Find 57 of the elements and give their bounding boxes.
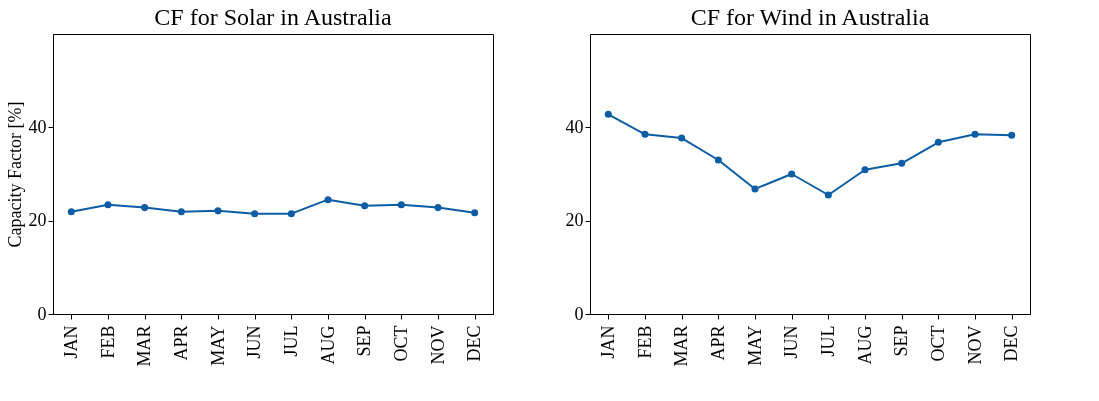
x-tick-label: JAN xyxy=(60,325,81,359)
y-tick-label: 40 xyxy=(28,116,47,137)
point xyxy=(641,130,649,138)
point xyxy=(824,191,832,199)
point xyxy=(214,207,222,215)
point xyxy=(67,208,75,216)
x-tick-label: NOV xyxy=(427,325,448,365)
x-tick-label: OCT xyxy=(390,325,411,362)
x-tick-label: DEC xyxy=(1001,325,1022,362)
x-tick-label: AUG xyxy=(854,325,875,365)
point xyxy=(1008,131,1016,139)
point xyxy=(714,156,722,164)
y-tick-label: 40 xyxy=(565,116,584,137)
x-tick-label: JAN xyxy=(597,325,618,359)
point xyxy=(934,138,942,146)
point xyxy=(604,110,612,118)
point xyxy=(177,208,185,216)
point xyxy=(788,170,796,178)
x-tick-label: APR xyxy=(170,325,191,361)
y-axis-title: Capacity Factor [%] xyxy=(4,101,25,248)
chart-title: CF for Solar in Australia xyxy=(154,4,392,30)
x-tick-label: MAY xyxy=(744,325,765,366)
point xyxy=(104,201,112,209)
x-tick-label: JUL xyxy=(817,325,838,357)
x-tick-label: SEP xyxy=(354,325,375,357)
point xyxy=(471,209,479,217)
x-tick-label: FEB xyxy=(97,325,118,359)
y-tick-label: 20 xyxy=(565,210,584,231)
point xyxy=(861,166,869,174)
x-tick-label: MAR xyxy=(671,325,692,367)
y-tick-label: 20 xyxy=(28,210,47,231)
point xyxy=(434,204,442,212)
x-tick-label: SEP xyxy=(891,325,912,357)
point xyxy=(397,201,405,209)
x-tick-label: MAY xyxy=(207,325,228,366)
x-tick-label: DEC xyxy=(464,325,485,362)
point xyxy=(751,185,759,193)
x-tick-label: JUN xyxy=(781,325,802,359)
x-tick-label: FEB xyxy=(634,325,655,359)
x-tick-label: APR xyxy=(707,325,728,361)
x-tick-label: JUL xyxy=(280,325,301,357)
x-tick-label: OCT xyxy=(927,325,948,362)
point xyxy=(287,210,295,218)
x-tick-label: MAR xyxy=(134,325,155,367)
point xyxy=(251,210,259,218)
point xyxy=(898,159,906,167)
y-tick-label: 0 xyxy=(37,303,47,324)
chart-title: CF for Wind in Australia xyxy=(690,4,930,30)
point xyxy=(678,134,686,142)
point xyxy=(361,202,369,210)
x-tick-label: JUN xyxy=(244,325,265,359)
point xyxy=(324,196,332,204)
y-tick-label: 0 xyxy=(574,303,584,324)
point xyxy=(141,204,149,212)
x-tick-label: AUG xyxy=(317,325,338,365)
point xyxy=(971,130,979,138)
x-tick-label: NOV xyxy=(964,325,985,365)
